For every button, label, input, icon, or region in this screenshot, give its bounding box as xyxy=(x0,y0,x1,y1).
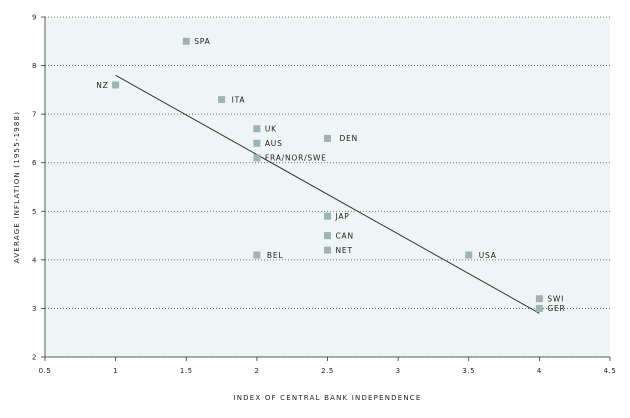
point-label: NZ xyxy=(96,81,108,90)
x-axis-title: INDEX OF CENTRAL BANK INDEPENDENCE xyxy=(233,394,421,402)
x-tick-label: 4.5 xyxy=(604,367,617,375)
x-tick-label: 2 xyxy=(254,367,259,375)
point-label: BEL xyxy=(267,251,283,260)
data-points: SPA NZ ITA UK AUS FRA/NOR/SWE DEN JAP CAN NET BEL U… xyxy=(96,37,565,313)
point-label: SWI xyxy=(547,295,564,304)
data-point xyxy=(112,81,120,89)
point-label: CAN xyxy=(336,231,354,240)
x-tick-label: 3.5 xyxy=(462,367,475,375)
point-label: FRA/NOR/SWE xyxy=(265,154,327,163)
axes: 0.5 1 1.5 2 2.5 3 3.5 4 4.5 2 3 4 5 6 7 8 9 xyxy=(32,14,616,376)
y-tick-label: 2 xyxy=(32,354,37,362)
data-point xyxy=(324,212,331,220)
x-tick-label: 2.5 xyxy=(321,367,334,375)
x-tick-label: 3 xyxy=(396,367,401,375)
data-point xyxy=(182,37,190,45)
data-point xyxy=(253,251,261,259)
point-label: ITA xyxy=(232,95,246,104)
data-point xyxy=(253,154,261,162)
trendline-group xyxy=(115,74,540,314)
point-label: JAP xyxy=(335,212,350,221)
point-label: AUS xyxy=(265,139,283,148)
data-point xyxy=(324,232,331,240)
point-label: NET xyxy=(336,246,353,255)
y-tick-label: 8 xyxy=(32,62,37,70)
point-label: USA xyxy=(479,251,497,260)
plot-background xyxy=(45,17,610,357)
data-point xyxy=(324,246,331,254)
x-tick-label: 1 xyxy=(113,367,118,375)
y-tick-label: 7 xyxy=(32,111,37,119)
point-label: GER xyxy=(547,304,565,313)
data-point xyxy=(218,96,226,104)
data-point xyxy=(253,125,261,133)
data-point xyxy=(324,134,331,142)
y-tick-label: 6 xyxy=(32,159,37,167)
point-label: UK xyxy=(265,125,277,134)
y-tick-label: 4 xyxy=(32,256,37,264)
data-point xyxy=(535,304,543,312)
x-tick-label: 1.5 xyxy=(180,367,193,375)
y-tick-label: 5 xyxy=(32,208,37,216)
x-tick-label: 4 xyxy=(537,367,542,375)
data-point xyxy=(253,139,261,147)
data-point xyxy=(465,251,473,259)
point-label: DEN xyxy=(340,134,359,143)
y-tick-label: 9 xyxy=(32,14,37,22)
y-axis-title: AVERAGE INFLATION (1955-1988) xyxy=(13,111,21,263)
data-point xyxy=(535,295,543,303)
trendline xyxy=(115,74,540,314)
y-tick-label: 3 xyxy=(32,305,37,313)
x-tick-label: 0.5 xyxy=(39,367,52,375)
point-label: SPA xyxy=(194,37,210,46)
